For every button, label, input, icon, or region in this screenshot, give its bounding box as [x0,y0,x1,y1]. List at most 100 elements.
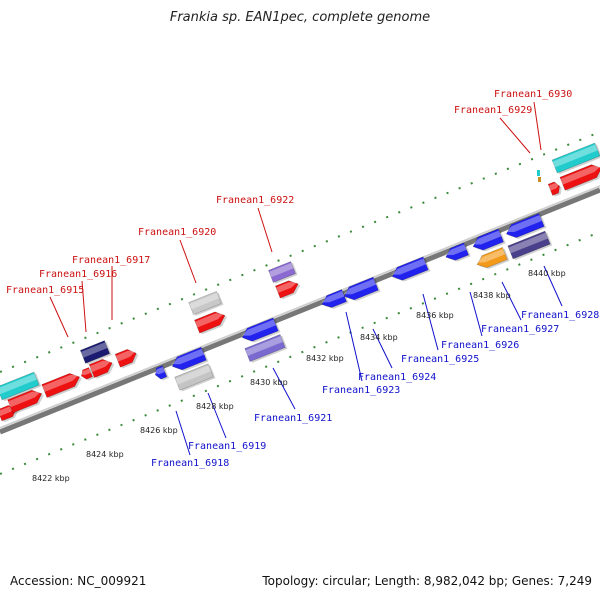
forward-gene-7 [194,311,228,335]
reverse-leader-9 [543,265,563,307]
reverse-gene-8-body [472,228,504,251]
forward-leader-7 [533,101,542,151]
forward-gene-5-highlight [89,360,112,372]
reverse-feature-orange-1 [476,247,510,269]
backbone-line-light [0,185,600,429]
reverse-feature-purple-2-body [507,230,551,260]
reverse-feature-purple-2 [507,230,553,261]
forward-gene-10-body [559,164,600,191]
forward-gene-2-body [7,389,43,414]
forward-gene-label-2: Franean1_6916 [39,269,117,280]
forward-feature-small-orange [538,177,541,182]
forward-gene-label-1: Franean1_6915 [6,285,84,296]
reverse-gene-2 [171,346,209,372]
reverse-gene-7 [445,242,471,262]
forward-leader-4 [179,239,197,284]
forward-gene-8-highlight [275,282,298,293]
forward-gene-2 [7,389,44,415]
reverse-leader-6 [422,293,439,351]
reverse-gene-6-highlight [391,258,427,275]
reverse-gene-label-9: Franean1_6928 [521,310,599,321]
forward-gene-label-6: Franean1_6929 [454,105,532,116]
scale-label-9: 8438 kbp [473,291,511,300]
forward-gene-6-body [114,349,137,368]
forward-gene-label-3: Franean1_6917 [72,255,150,266]
reverse-gene-4 [321,289,349,309]
reverse-leader-3 [272,367,296,410]
reverse-gene-label-8: Franean1_6927 [481,324,559,335]
reverse-feature-grey-1 [174,363,216,392]
reverse-gene-3 [241,317,281,343]
forward-leader-2 [81,280,87,333]
forward-gene-label-4: Franean1_6920 [138,227,216,238]
forward-gene-10-highlight [560,166,600,185]
forward-feature-purple-1 [268,261,298,284]
reverse-gene-6-body [391,256,429,281]
forward-gene-7-highlight [195,313,225,328]
forward-gene-1-highlight [0,406,16,417]
reverse-gene-label-7: Franean1_6926 [441,340,519,351]
reverse-gene-1-highlight [154,366,165,375]
reverse-gene-2-body [171,346,207,371]
reverse-gene-9-highlight [505,214,542,233]
reverse-feature-purple-1 [244,334,288,363]
scale-label-3: 8426 kbp [140,426,178,435]
forward-gene-3-body [41,373,81,398]
forward-gene-2-highlight [8,391,41,408]
scale-label-1: 8422 kbp [32,474,70,483]
reverse-feature-purple-1-body [244,334,286,362]
forward-gene-7-body [194,311,226,334]
forward-gene-8-body [274,280,299,299]
forward-gene-5 [88,358,115,379]
scale-label-5: 8430 kbp [250,378,288,387]
forward-gene-4-highlight [80,368,91,376]
reverse-gene-5-body [343,276,379,301]
backbone [0,185,600,435]
reverse-feature-purple-1-highlight [245,335,283,356]
reverse-leader-8 [501,281,522,321]
reverse-gene-5-highlight [343,278,377,295]
scale-label-8: 8436 kbp [416,311,454,320]
reverse-gene-label-6: Franean1_6925 [401,354,479,365]
forward-gene-9-body [547,181,560,196]
reverse-gene-label-2: Franean1_6919 [188,441,266,452]
scale-label-4: 8428 kbp [196,402,234,411]
scale-label-6: 8432 kbp [306,354,344,363]
reverse-leader-5 [372,328,393,369]
backbone-line-dark [0,187,600,435]
reverse-leader-7 [469,291,483,337]
forward-feature-purple-1-highlight [269,262,294,278]
forward-feature-grey-1-highlight [189,292,220,310]
forward-gene-4-body [81,367,93,380]
forward-feature-navy-1 [79,340,112,365]
forward-gene-3 [41,373,82,399]
forward-gene-10 [559,164,600,192]
label-leader-lines [49,101,563,456]
forward-gene-5-body [88,358,113,378]
forward-gene-4 [80,367,95,381]
reverse-gene-1 [154,365,170,381]
forward-gene-8 [274,280,301,300]
gene-labels: Franean1_6915 Franean1_6916 Franean1_6917 F… [6,89,599,469]
forward-feature-navy-1-highlight [80,342,108,358]
reverse-gene-8 [472,228,506,252]
reverse-gene-8-highlight [472,230,502,245]
reverse-leader-1 [175,410,191,456]
reverse-gene-5 [343,276,381,302]
reverse-leader-4 [345,311,363,382]
forward-gene-9 [547,181,562,197]
forward-gene-9-highlight [548,183,559,191]
reverse-gene-label-5: Franean1_6924 [358,372,436,383]
gene-features [0,142,600,423]
genome-summary-text: Topology: circular; Length: 8,982,042 bp… [262,574,592,588]
forward-gene-3-highlight [42,374,79,392]
reverse-gene-7-body [445,242,470,261]
forward-gene-6 [114,349,139,369]
reverse-feature-grey-1-highlight [175,365,212,385]
reverse-gene-3-body [241,317,279,342]
reverse-gene-3-highlight [241,319,277,336]
reverse-gene-label-1: Franean1_6918 [151,458,229,469]
forward-gene-6-highlight [115,350,136,362]
